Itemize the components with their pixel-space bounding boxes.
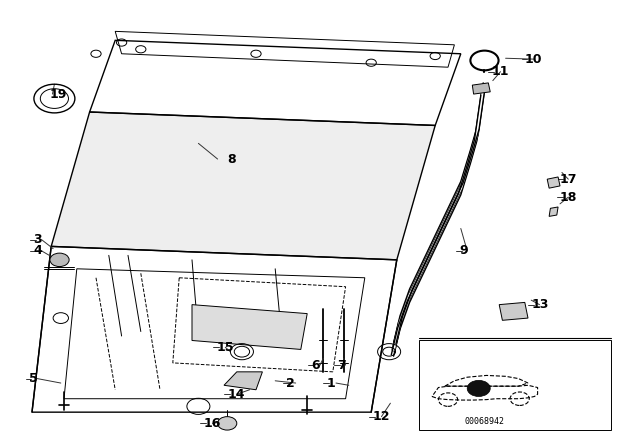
Bar [419, 340, 611, 430]
Text: 13: 13 [531, 298, 548, 311]
Text: 18: 18 [560, 190, 577, 204]
Polygon shape [472, 83, 490, 94]
Polygon shape [547, 177, 560, 188]
Text: 1: 1 [326, 376, 335, 390]
Text: 8: 8 [227, 152, 236, 166]
Text: 2: 2 [286, 376, 295, 390]
Text: 3: 3 [33, 233, 42, 246]
Text: 9: 9 [460, 244, 468, 258]
Text: 4: 4 [33, 244, 42, 258]
Text: 14: 14 [227, 388, 244, 401]
Circle shape [467, 380, 490, 396]
Text: 6: 6 [312, 358, 320, 372]
Text: 16: 16 [204, 417, 221, 430]
Text: 17: 17 [560, 172, 577, 186]
Polygon shape [224, 372, 262, 390]
Text: 10: 10 [525, 52, 542, 66]
Polygon shape [192, 305, 307, 349]
Circle shape [53, 313, 68, 323]
Circle shape [50, 253, 69, 267]
Text: 12: 12 [372, 410, 390, 423]
Text: 15: 15 [216, 340, 234, 354]
Polygon shape [499, 302, 528, 320]
Text: 11: 11 [492, 65, 509, 78]
Text: 00068942: 00068942 [465, 418, 504, 426]
Text: 19: 19 [50, 87, 67, 101]
Polygon shape [51, 112, 435, 260]
Circle shape [218, 417, 237, 430]
Text: 5: 5 [29, 372, 38, 385]
Polygon shape [549, 207, 558, 216]
Text: 7: 7 [337, 358, 346, 372]
